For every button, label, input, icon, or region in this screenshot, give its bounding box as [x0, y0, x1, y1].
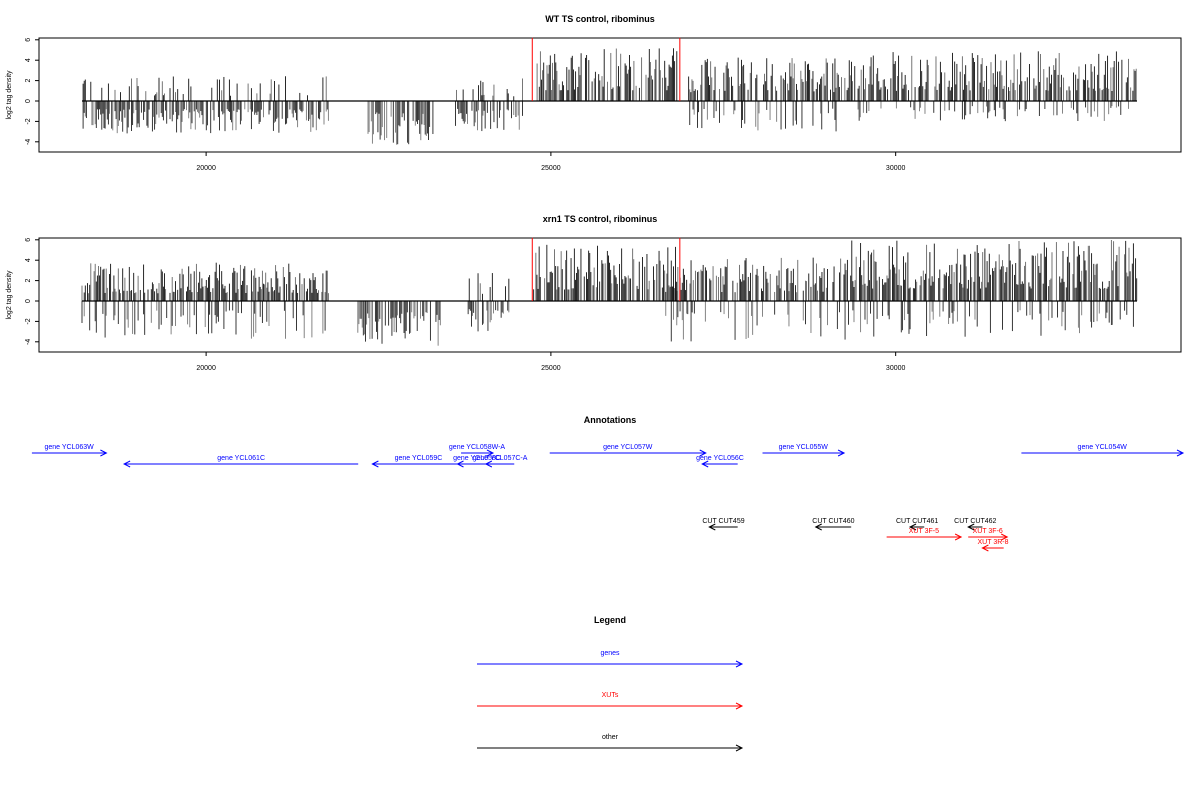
y-axis-label: log2 tag density [6, 70, 13, 120]
y-tick-label: 2 [25, 79, 32, 83]
annotation-arrow-head [100, 449, 108, 457]
x-tick-label: 20000 [196, 165, 216, 172]
annotation-label: gene YCL056C [696, 455, 744, 462]
annotation-label: gene YCL061C [217, 455, 265, 462]
legend-item-other: other [477, 734, 744, 752]
annotation-arrow-head [814, 523, 822, 531]
annotation-feature: gene YCL054W [1021, 444, 1185, 457]
annotation-label: XUT 3R-8 [978, 539, 1009, 546]
plot-frame [38, 37, 1182, 153]
legend-section: Legend genes XUTs other [477, 615, 744, 752]
chart-title: WT TS control, ribominus [545, 14, 655, 24]
annotation-arrow-head [837, 449, 846, 457]
x-tick-label: 30000 [886, 365, 906, 372]
annotation-label: gene YCL058C [453, 455, 501, 462]
annotation-arrow-head [122, 460, 131, 468]
annotation-label: gene YCL055W [779, 444, 829, 451]
annotation-label: gene YCL054W [1078, 444, 1128, 451]
x-tick-label: 25000 [541, 365, 561, 372]
y-tick-label: 6 [25, 38, 32, 42]
chart-title: xrn1 TS control, ribominus [543, 214, 658, 224]
annotation-feature: gene YCL057W [549, 444, 707, 457]
annotation-label: gene YCL063W [44, 444, 94, 451]
chart-panel-1: WT TS control, ribominus -4 -2 0 2 4 6 log2 tag… [6, 14, 1182, 172]
annotation-feature: CUT CUT459 [702, 518, 745, 531]
annotation-feature: gene YCL061C [122, 455, 359, 468]
y-tick-label: 4 [25, 258, 32, 262]
density-bars [81, 240, 1138, 346]
annotation-label: CUT CUT462 [954, 518, 996, 525]
annotation-arrow-head [486, 449, 495, 457]
annotation-label: gene YCL059C [395, 455, 443, 462]
legend-label: other [602, 734, 619, 741]
annotation-arrow-head [908, 523, 917, 531]
y-tick-label: 0 [25, 99, 32, 103]
annotation-arrow-head [1000, 533, 1009, 541]
annotation-feature: XUT 3R-8 [978, 539, 1009, 552]
annotation-feature: gene YCL056C [696, 455, 744, 468]
annotation-feature: CUT CUT462 [954, 518, 997, 531]
x-tick-label: 20000 [196, 365, 216, 372]
annotations-section: Annotations gene YCL063W gene YCL061C gene … [31, 415, 1185, 552]
plot-frame [38, 237, 1182, 353]
y-tick-label: 4 [25, 58, 32, 62]
annotation-label: XUT 3F-6 [973, 528, 1003, 535]
legend-arrow-head [735, 744, 744, 752]
legend-title: Legend [594, 615, 626, 625]
annotation-feature: XUT 3F-6 [968, 528, 1009, 541]
legend-label: genes [600, 650, 620, 657]
annotation-label: gene YCL057C-A [473, 455, 528, 462]
legend-arrow-head [735, 702, 744, 710]
annotations-title: Annotations [584, 415, 637, 425]
annotation-arrow-head [699, 449, 707, 457]
annotation-feature: gene YCL059C [371, 455, 465, 468]
x-tick-label: 25000 [541, 165, 561, 172]
legend-label: XUTs [602, 692, 619, 699]
annotation-arrow-head [371, 460, 379, 468]
annotation-arrow-head [701, 460, 709, 468]
density-bars [82, 48, 1137, 145]
annotation-feature: gene YCL063W [31, 444, 108, 457]
annotation-label: XUT 3F-5 [909, 528, 939, 535]
annotation-feature: gene YCL057C-A [473, 455, 528, 468]
annotation-arrow-head [708, 523, 716, 531]
annotation-label: CUT CUT459 [702, 518, 744, 525]
annotation-arrow-head [981, 544, 989, 552]
annotation-feature: XUT 3F-5 [886, 528, 963, 541]
y-tick-label: 6 [25, 238, 32, 242]
annotation-feature: gene YCL058W-A [449, 444, 505, 457]
legend-item-XUTs: XUTs [477, 692, 744, 710]
legend-arrow-head [735, 660, 744, 668]
x-tick-label: 30000 [886, 165, 906, 172]
annotation-label: CUT CUT461 [896, 518, 938, 525]
chart-panel-2: xrn1 TS control, ribominus -4 -2 0 2 4 6 log2 t… [6, 214, 1182, 372]
y-tick-label: 2 [25, 279, 32, 283]
y-tick-label: 0 [25, 299, 32, 303]
annotation-label: CUT CUT460 [812, 518, 854, 525]
annotation-feature: CUT CUT461 [896, 518, 938, 531]
annotation-label: gene YCL058W-A [449, 444, 505, 451]
annotation-feature: gene YCL055W [762, 444, 846, 457]
annotation-arrow-head [456, 460, 464, 468]
annotation-arrow-head [484, 460, 493, 468]
y-tick-label: -4 [25, 139, 32, 145]
annotation-arrow-head [954, 533, 963, 541]
annotation-feature: CUT CUT460 [812, 518, 855, 531]
annotation-arrow-head [1176, 449, 1185, 457]
legend-item-genes: genes [477, 650, 744, 668]
annotation-arrow-head [967, 523, 975, 531]
y-axis-label: log2 tag density [6, 270, 13, 320]
annotation-label: gene YCL057W [603, 444, 653, 451]
y-tick-label: -2 [25, 118, 32, 124]
y-tick-label: -2 [25, 318, 32, 324]
y-tick-label: -4 [25, 339, 32, 345]
